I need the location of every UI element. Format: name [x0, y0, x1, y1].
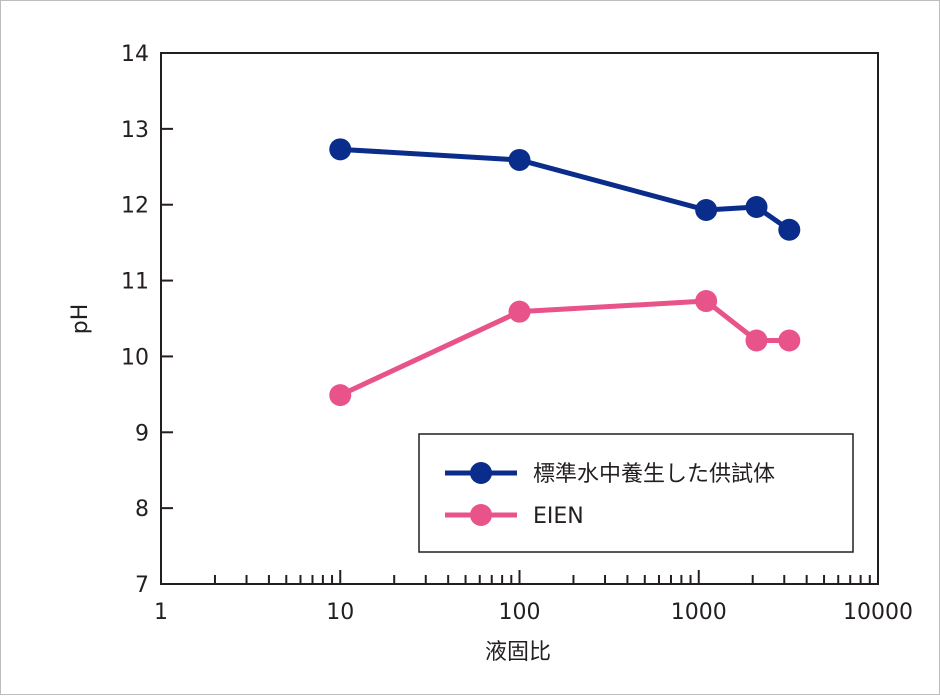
y-tick-label: 7 — [135, 573, 149, 598]
x-tick-label: 100 — [499, 600, 541, 625]
y-tick-label: 11 — [121, 270, 149, 295]
data-point — [695, 290, 718, 313]
y-tick-label: 9 — [135, 421, 149, 446]
y-tick-label: 12 — [121, 194, 149, 219]
y-tick-label: 8 — [135, 497, 149, 522]
series-layer — [329, 138, 801, 407]
y-axis-title: pH — [68, 304, 93, 335]
legend-label: 標準水中養生した供試体 — [533, 462, 775, 487]
legend-box — [418, 433, 854, 553]
y-tick-label: 14 — [121, 42, 149, 67]
data-point — [508, 148, 531, 171]
axis-ticks — [161, 52, 871, 585]
y-tick-label: 10 — [121, 345, 149, 370]
data-point — [745, 329, 768, 352]
y-tick-label: 13 — [121, 118, 149, 143]
series-1 — [329, 138, 801, 241]
data-point — [329, 138, 352, 161]
tick-labels: 7 8 9 10 11 12 13 14 1 10 100 1000 10000 — [121, 42, 913, 625]
data-point — [745, 195, 768, 218]
data-point — [778, 329, 801, 352]
x-axis-title: 液固比 — [485, 640, 551, 665]
series-2 — [329, 290, 801, 407]
legend-marker — [470, 462, 492, 484]
x-tick-label: 1 — [154, 600, 168, 625]
x-tick-label: 1000 — [671, 600, 727, 625]
series-line — [340, 146, 791, 232]
x-tick-label: 10 — [326, 600, 354, 625]
legend-label: EIEN — [533, 504, 584, 529]
x-tick-label: 10000 — [843, 600, 913, 625]
series-line — [339, 298, 790, 398]
legend: 標準水中養生した供試体 EIEN — [418, 433, 854, 553]
data-point — [695, 199, 718, 222]
data-point — [508, 300, 531, 323]
data-point — [778, 218, 801, 241]
data-point — [329, 384, 352, 407]
legend-marker — [470, 504, 492, 526]
